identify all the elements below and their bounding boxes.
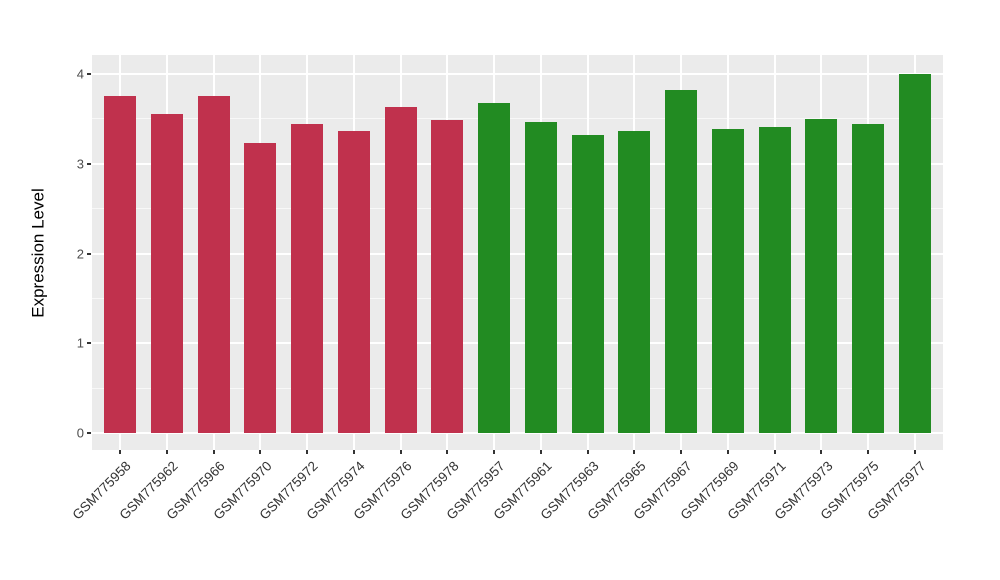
y-tick-mark-2 (87, 252, 91, 255)
x-tick-mark-GSM775978 (446, 450, 449, 454)
y-tick-label-3: 3 (76, 156, 84, 172)
gridline-y-minor-1.5 (92, 297, 943, 299)
y-tick-mark-0 (87, 432, 91, 434)
y-tick-label-2: 2 (76, 246, 84, 261)
bar-GSM775958 (104, 96, 137, 433)
y-tick-mark-1 (87, 342, 91, 345)
bar-GSM775971 (758, 127, 791, 433)
gridline-y-minor-3.5 (92, 118, 943, 120)
x-tick-mark-GSM775973 (820, 450, 823, 454)
x-tick-mark-GSM775962 (165, 450, 168, 454)
x-tick-mark-GSM775965 (633, 450, 636, 454)
x-tick-mark-GSM775963 (586, 450, 589, 454)
x-tick-mark-GSM775972 (306, 450, 309, 454)
bar-GSM775969 (711, 128, 744, 433)
bar-GSM775974 (337, 131, 370, 433)
gridline-y-4 (92, 73, 943, 75)
gridline-y-0 (92, 432, 943, 434)
bar-GSM775961 (524, 121, 557, 433)
x-tick-mark-GSM775969 (726, 450, 729, 454)
bar-GSM775970 (244, 143, 277, 433)
gridline-y-1 (92, 342, 943, 345)
x-tick-mark-GSM775958 (119, 450, 122, 454)
x-tick-mark-GSM775971 (773, 450, 776, 454)
gridline-y-minor-0.5 (92, 387, 943, 389)
bar-GSM775966 (197, 95, 230, 433)
x-tick-mark-GSM775976 (399, 450, 402, 454)
x-tick-mark-GSM775957 (493, 450, 496, 454)
bar-GSM775963 (571, 135, 604, 433)
x-tick-mark-GSM775966 (212, 450, 215, 454)
bar-GSM775972 (291, 124, 324, 433)
x-tick-mark-GSM775974 (352, 450, 355, 454)
bar-GSM775978 (431, 119, 464, 433)
y-tick-label-4: 4 (76, 66, 84, 82)
bar-GSM775976 (384, 107, 417, 433)
x-tick-mark-GSM775977 (913, 450, 916, 454)
x-tick-mark-GSM775970 (259, 450, 262, 454)
x-tick-mark-GSM775967 (680, 450, 683, 454)
bar-GSM775965 (618, 131, 651, 433)
y-tick-label-1: 1 (76, 335, 84, 351)
y-tick-label-0: 0 (76, 425, 84, 441)
plot-panel (92, 55, 943, 450)
y-tick-mark-4 (87, 73, 91, 75)
y-tick-mark-3 (87, 162, 91, 165)
gridline-y-minor-2.5 (92, 208, 943, 210)
x-tick-mark-GSM775961 (539, 450, 542, 454)
bar-GSM775977 (898, 74, 931, 433)
gridline-y-3 (92, 162, 943, 165)
bar-GSM775967 (665, 90, 698, 433)
bar-GSM775973 (805, 118, 838, 433)
x-tick-mark-GSM775975 (867, 450, 870, 454)
bar-GSM775975 (852, 124, 885, 433)
bar-GSM775957 (478, 102, 511, 433)
gridline-y-2 (92, 252, 943, 255)
bar-GSM775962 (150, 114, 183, 433)
